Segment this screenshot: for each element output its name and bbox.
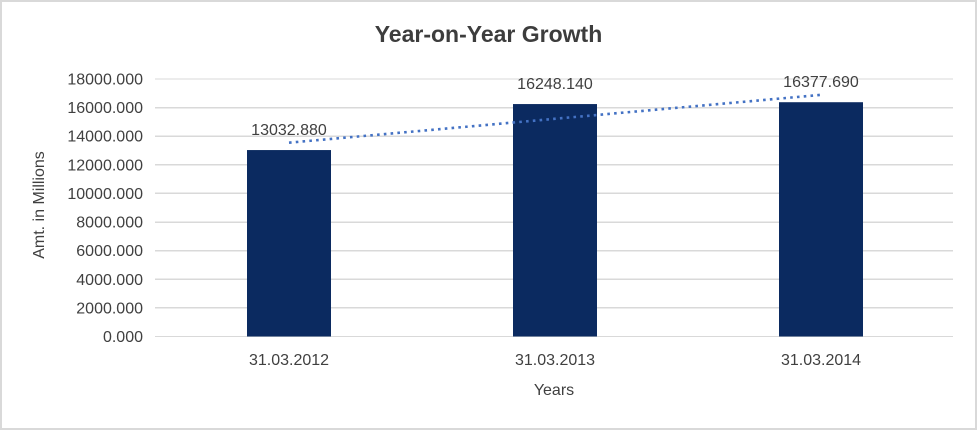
y-tick-label: 10000.000 <box>67 186 143 203</box>
bar-31.03.2014 <box>779 102 863 337</box>
chart-title: Year-on-Year Growth <box>374 21 603 47</box>
y-tick-label: 4000.000 <box>76 272 143 289</box>
y-tick-label: 0.000 <box>103 329 143 346</box>
y-tick-label: 18000.000 <box>67 72 143 89</box>
trendline <box>288 93 822 144</box>
bar-31.03.2012 <box>247 150 331 337</box>
data-label: 13032.880 <box>251 122 327 139</box>
y-tick-label: 16000.000 <box>67 100 143 117</box>
x-tick-label: 31.03.2012 <box>249 352 329 369</box>
x-tick-label: 31.03.2013 <box>515 352 595 369</box>
x-tick-label: 31.03.2014 <box>781 352 861 369</box>
y-tick-label: 2000.000 <box>76 300 143 317</box>
y-tick-label: 6000.000 <box>76 243 143 260</box>
x-axis-title: Years <box>533 382 575 399</box>
y-tick-label: 12000.000 <box>67 157 143 174</box>
y-tick-label: 14000.000 <box>67 129 143 146</box>
data-label: 16377.690 <box>783 74 859 91</box>
y-tick-label: 8000.000 <box>76 215 143 232</box>
bar-31.03.2013 <box>513 104 597 337</box>
data-label: 16248.140 <box>517 76 593 93</box>
